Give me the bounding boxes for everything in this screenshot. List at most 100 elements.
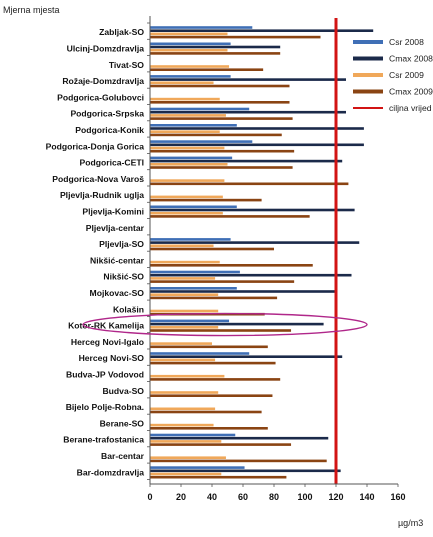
bar-csr-2009-bar-domzdravlja [150,472,222,476]
bar-cmax-2009-pljevlja-rudnik-uglja [150,198,262,202]
bar-csr-2009-pljevlja-so [150,244,214,248]
y-tick-label-podgorica-ceti: Podgorica-CETI [80,158,144,168]
bar-csr-2008-pljevlja-komini [150,205,237,209]
bar-cmax-2009-tivat-so [150,68,264,71]
y-tick-label-pljevlja-centar: Pljevlja-centar [86,223,145,233]
legend-label-cmax-2009: Cmax 2009 [389,87,433,97]
bar-csr-2008-kotor-rk-kamelija [150,319,230,323]
bar-csr-2009-niksic-centar [150,260,220,264]
y-tick-label-niksic-centar: Nikšić-centar [90,255,145,265]
x-tick-label-40: 40 [207,492,217,502]
bar-csr-2008-podgorica-donja-gorica [150,140,253,143]
bar-csr-2009-zabljak-so [150,32,228,36]
bar-csr-2009-herceg-novi-so [150,358,216,362]
bar-csr-2008-berane-trafostanica [150,433,236,437]
bar-cmax-2009-mojkovac-so [150,296,278,300]
bar-csr-2009-pljevlja-komini [150,211,223,215]
bar-csr-2009-podgorica-srpska [150,114,226,117]
bar-cmax-2009-bar-domzdravlja [150,475,287,479]
x-axis-unit-label: µg/m3 [398,518,423,528]
bar-cmax-2009-niksic-so [150,280,295,283]
x-tick-label-20: 20 [176,492,186,502]
bar-csr-2008-niksic-so [150,270,240,274]
bar-cmax-2009-pljevlja-so [150,247,274,251]
x-tick-label-60: 60 [238,492,248,502]
legend-label-cmax-2008: Cmax 2008 [389,54,433,64]
y-tick-label-podgorica-srpska: Podgorica-Srpska [70,109,144,119]
bar-csr-2008-bar-domzdravlja [150,466,245,469]
bar-cmax-2008-podgorica-donja-gorica [150,143,364,147]
y-tick-label-bijelo-polje-robna: Bijelo Polje-Robna. [66,402,144,412]
bar-cmax-2008-herceg-novi-so [150,355,343,358]
bar-cmax-2008-rozaje-domzdravlja [150,78,354,81]
bar-cmax-2009-kotor-rk-kamelija [150,329,292,332]
bar-csr-2008-mojkovac-so [150,287,237,290]
legend-swatch-csr-2008 [353,40,383,44]
bar-csr-2009-kotor-rk-kamelija [150,326,219,329]
bar-cmax-2008-niksic-so [150,273,352,277]
bar-csr-2009-berane-so [150,423,214,427]
legend-swatch-csr-2009 [353,73,383,77]
bar-cmax-2008-pljevlja-so [150,241,360,244]
bar-cmax-2008-podgorica-ceti [150,159,343,163]
y-tick-label-podgorica-nova-varos: Podgorica-Nova Varoš [52,174,144,184]
x-tick-label-160: 160 [390,492,405,502]
bar-cmax-2009-ulcinj-domzdravlja [150,52,281,55]
bar-cmax-2009-podgorica-ceti [150,166,293,169]
bar-csr-2009-podgorica-nova-varos [150,179,225,182]
x-tick-label-100: 100 [297,492,312,502]
bar-cmax-2009-berane-so [150,427,268,430]
bar-cmax-2009-podgorica-konik [150,133,282,137]
y-tick-label-berane-trafostanica: Berane-trafostanica [63,435,144,445]
y-tick-label-podgorica-konik: Podgorica-Konik [75,125,144,135]
bar-cmax-2009-pljevlja-komini [150,215,310,218]
y-tick-label-herceg-novi-so: Herceg Novi-SO [79,353,145,363]
bar-csr-2008-ulcinj-domzdravlja [150,42,231,46]
y-tick-label-pljevlja-rudnik-uglja: Pljevlja-Rudnik uglja [60,190,144,200]
bar-cmax-2009-podgorica-golubovci [150,101,290,104]
bar-cmax-2009-niksic-centar [150,264,313,267]
bar-cmax-2009-budva-jp-vodovod [150,378,281,381]
bar-csr-2009-tivat-so [150,65,230,68]
bar-csr-2009-podgorica-golubovci [150,97,220,101]
bar-csr-2008-podgorica-ceti [150,156,233,160]
bar-csr-2009-bijelo-polje-robna [150,407,216,411]
bar-cmax-2009-rozaje-domzdravlja [150,84,290,88]
legend-label-csr-2009: Csr 2009 [389,70,424,80]
x-tick-label-120: 120 [328,492,343,502]
bar-cmax-2009-podgorica-donja-gorica [150,149,295,153]
y-tick-label-budva-so: Budva-SO [102,386,144,396]
bar-cmax-2008-zabljak-so [150,29,374,32]
bar-cmax-2008-berane-trafostanica [150,436,329,440]
bar-csr-2009-berane-trafostanica [150,440,222,443]
y-tick-label-kolasin: Kolašin [113,304,144,314]
bar-csr-2009-podgorica-donja-gorica [150,146,225,150]
y-tick-label-bar-domzdravlja: Bar-domzdravlja [77,467,145,477]
y-tick-label-rozaje-domzdravlja: Rožaje-Domzdravlja [62,76,144,86]
bar-csr-2008-herceg-novi-so [150,352,250,355]
bar-cmax-2009-berane-trafostanica [150,443,292,446]
bar-csr-2009-ulcinj-domzdravlja [150,48,228,52]
bar-csr-2009-kolasin [150,309,219,313]
bar-csr-2009-bar-centar [150,456,226,459]
bar-cmax-2008-kotor-rk-kamelija [150,322,324,326]
bar-csr-2008-zabljak-so [150,26,253,29]
legend-swatch-cmax-2009 [353,89,383,94]
bar-cmax-2008-mojkovac-so [150,290,336,293]
bar-cmax-2008-podgorica-srpska [150,110,355,114]
legend-label-csr-2008: Csr 2008 [389,37,424,47]
y-tick-label-mojkovac-so: Mojkovac-SO [90,288,145,298]
y-tick-label-podgorica-golubovci: Podgorica-Golubovci [57,92,144,102]
bar-csr-2009-pljevlja-rudnik-uglja [150,195,223,199]
bar-csr-2009-podgorica-konik [150,130,220,133]
bar-cmax-2009-zabljak-so [150,35,321,39]
chart-title: Mjerna mjesta [3,5,60,15]
bar-csr-2008-pljevlja-so [150,238,231,241]
x-tick-label-0: 0 [147,492,152,502]
bar-cmax-2008-bar-domzdravlja [150,469,341,473]
x-tick-label-140: 140 [359,492,374,502]
bar-csr-2009-budva-jp-vodovod [150,374,225,378]
bar-csr-2009-rozaje-domzdravlja [150,81,214,85]
